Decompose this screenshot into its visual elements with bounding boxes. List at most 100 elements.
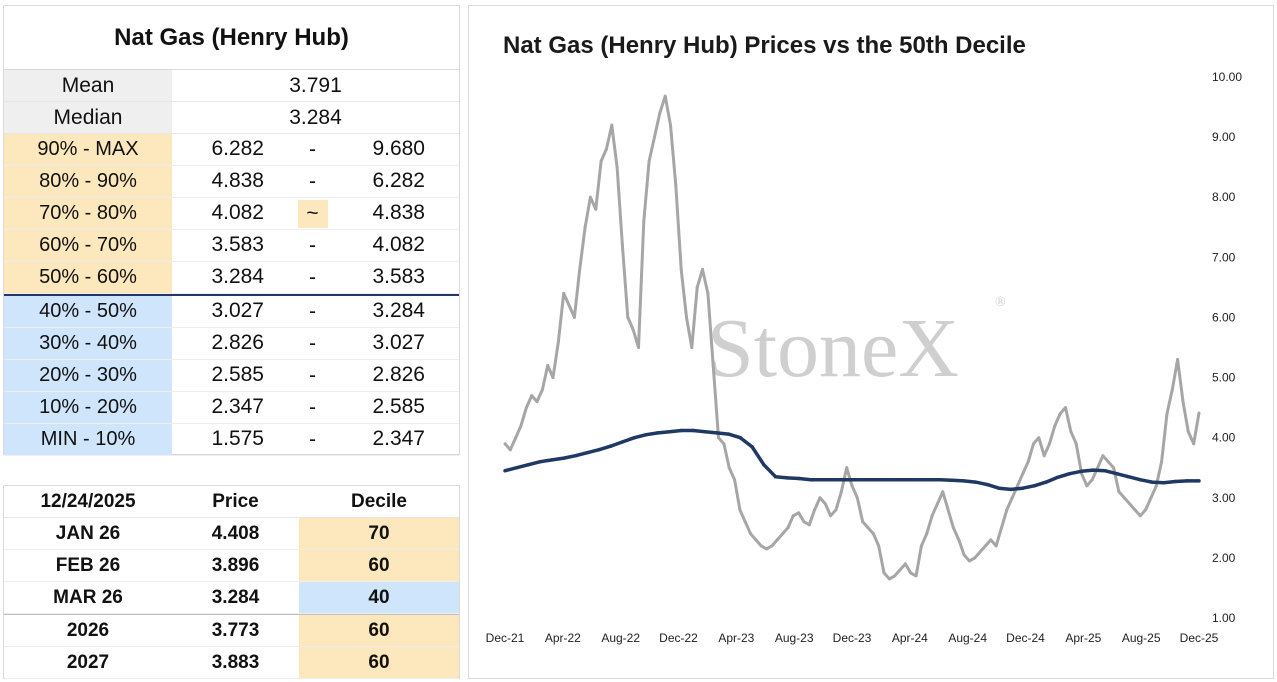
price-point xyxy=(845,466,849,470)
price-point xyxy=(722,442,726,446)
range-dash: - xyxy=(309,395,316,419)
price-point xyxy=(834,508,838,512)
price-point xyxy=(1165,412,1169,416)
50th-decile-point xyxy=(597,447,601,452)
contract-price: 3.773 xyxy=(211,619,260,641)
price-point xyxy=(674,183,678,187)
50th-decile-point xyxy=(609,444,613,448)
price-point xyxy=(994,544,998,548)
50th-decile-point xyxy=(750,444,754,449)
price-point xyxy=(855,496,859,500)
price-point xyxy=(1128,502,1132,506)
decile-column-header: Decile xyxy=(351,490,407,512)
decile-high: 3.284 xyxy=(372,299,425,322)
decile-label: 90% - MAX xyxy=(4,134,172,165)
price-point xyxy=(738,508,742,512)
price-point xyxy=(524,406,528,410)
50th-decile-point xyxy=(762,462,766,467)
50th-decile-point xyxy=(1020,486,1025,490)
50th-decile-point xyxy=(1009,487,1013,492)
price-point xyxy=(669,123,672,127)
decile-high: 6.282 xyxy=(372,169,425,192)
50th-decile-point xyxy=(714,431,719,435)
price-point xyxy=(1005,508,1009,512)
decile-label: 20% - 30% xyxy=(4,360,172,391)
price-point xyxy=(866,526,870,530)
price-point xyxy=(1138,514,1142,518)
50th-decile-point xyxy=(879,477,884,482)
decile-row: 70% - 80% 4.082 ~4.838 xyxy=(4,198,459,230)
decile-low: 3.583 xyxy=(211,233,264,256)
price-point xyxy=(989,538,993,542)
price-point xyxy=(631,328,635,331)
price-point xyxy=(653,135,656,139)
mean-row: Mean 3.791 xyxy=(4,70,459,102)
decile-high: 2.826 xyxy=(372,363,425,386)
decile-label: 50% - 60% xyxy=(4,262,172,293)
50th-decile-point xyxy=(656,431,660,435)
x-tick-label: Apr-24 xyxy=(892,631,928,645)
50th-decile-point xyxy=(667,429,672,434)
decile-table: 90% - MAX 6.282 - 9.680 80% - 90% 4.838 - 6.282… xyxy=(4,134,459,456)
50th-decile-point xyxy=(538,459,543,464)
price-point xyxy=(807,523,811,527)
price-point xyxy=(578,267,582,271)
y-tick-label: 4.00 xyxy=(1212,431,1236,445)
summary-row: 2027 3.883 60 xyxy=(4,647,459,679)
price-point xyxy=(610,123,614,127)
contract-decile: 60 xyxy=(299,615,459,646)
price-point xyxy=(626,315,630,319)
price-point xyxy=(1149,496,1153,500)
price-point xyxy=(893,574,897,578)
50th-decile-point xyxy=(515,465,519,470)
50th-decile-point xyxy=(891,477,895,482)
price-point xyxy=(685,315,688,319)
price-point xyxy=(946,508,950,512)
price-point xyxy=(562,291,566,295)
50th-decile-point xyxy=(950,478,954,483)
decile-row: MIN - 10% 1.575 - 2.347 xyxy=(4,424,459,456)
50th-decile-point xyxy=(903,477,907,482)
price-point xyxy=(1106,460,1110,464)
50th-decile-point xyxy=(679,428,684,433)
price-point xyxy=(914,574,918,578)
price-point xyxy=(754,538,758,542)
50th-decile-point xyxy=(644,432,648,437)
summary-row: 2026 3.773 60 xyxy=(4,615,459,647)
decile-high: 2.585 xyxy=(372,395,425,418)
decile-row: 30% - 40% 2.826 - 3.027 xyxy=(4,328,459,360)
decile-low: 3.027 xyxy=(211,299,264,322)
price-point xyxy=(508,448,512,452)
price-point xyxy=(839,490,843,494)
50th-decile-point xyxy=(1197,479,1201,483)
range-dash: - xyxy=(309,233,316,257)
x-tick-label: Dec-22 xyxy=(659,631,698,645)
price-point xyxy=(567,303,571,307)
chart-title: Nat Gas (Henry Hub) Prices vs the 50th D… xyxy=(503,32,1026,59)
price-point xyxy=(829,514,833,518)
decile-separator: - xyxy=(264,360,361,391)
price-point xyxy=(1101,454,1105,458)
price-point xyxy=(765,547,769,551)
price-point xyxy=(1032,442,1035,446)
price-point xyxy=(1170,388,1174,392)
price-point xyxy=(1074,442,1078,446)
decile-separator: - xyxy=(264,262,361,293)
50th-decile-point xyxy=(573,453,578,458)
x-tick-label: Aug-23 xyxy=(775,631,814,645)
contract-decile: 60 xyxy=(299,647,459,678)
price-point xyxy=(604,147,608,151)
y-tick-label: 8.00 xyxy=(1212,190,1236,204)
y-tick-label: 10.00 xyxy=(1212,70,1242,84)
decile-low: 6.282 xyxy=(211,137,264,160)
price-point xyxy=(1154,484,1158,488)
price-point xyxy=(1069,430,1073,434)
range-dash: - xyxy=(309,169,316,193)
50th-decile-point xyxy=(526,462,531,467)
decile-low: 3.284 xyxy=(211,265,264,288)
50th-decile-point xyxy=(797,476,801,481)
price-point xyxy=(962,553,966,557)
price-point xyxy=(540,388,544,392)
mean-value: 3.791 xyxy=(289,73,342,97)
median-label: Median xyxy=(4,102,172,133)
